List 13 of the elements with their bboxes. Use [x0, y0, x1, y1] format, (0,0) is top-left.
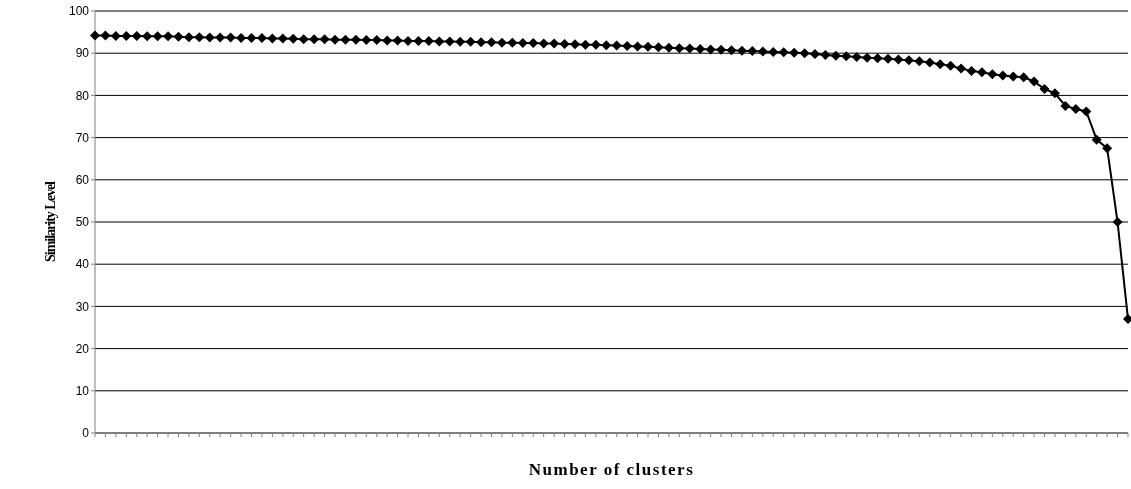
y-tick-label: 10 — [75, 384, 90, 399]
y-tick-label: 90 — [75, 46, 90, 61]
y-tick-label: 20 — [75, 341, 90, 356]
y-axis-title: Similarity Level — [42, 180, 58, 263]
y-tick-label: 80 — [75, 88, 90, 103]
y-tick-label: 50 — [75, 215, 90, 230]
y-tick-label: 100 — [68, 4, 90, 19]
y-tick-label: 40 — [75, 257, 90, 272]
x-axis-title: Number of clusters — [528, 460, 695, 480]
y-tick-label: 60 — [75, 173, 90, 188]
y-tick-label: 30 — [75, 299, 90, 314]
y-tick-label: 70 — [75, 130, 90, 145]
y-tick-label: 0 — [82, 426, 90, 441]
